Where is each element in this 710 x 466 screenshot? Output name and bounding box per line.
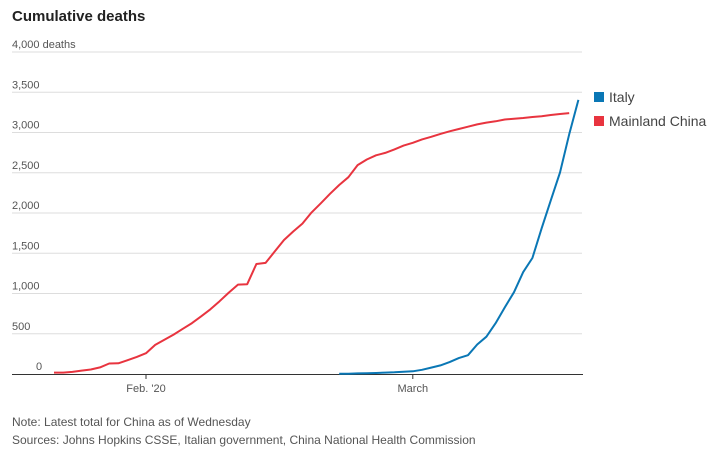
x-tick-label: March <box>398 383 429 395</box>
legend-swatch-italy <box>594 92 604 102</box>
y-tick-label: 2,500 <box>12 160 40 172</box>
series-line-mainland-china <box>54 112 570 374</box>
chart-title: Cumulative deaths <box>12 8 146 25</box>
y-tick-label: 1,500 <box>12 240 40 252</box>
y-tick-label: 4,000 deaths <box>12 39 76 51</box>
legend-item-china: Mainland China <box>594 113 706 129</box>
series-line-italy <box>339 99 580 375</box>
y-tick-label: 0 <box>36 361 42 373</box>
y-tick-label: 3,000 <box>12 120 40 132</box>
legend-label-italy: Italy <box>609 89 635 105</box>
legend-label-china: Mainland China <box>609 113 707 129</box>
legend-item-italy: Italy <box>594 89 635 105</box>
y-tick-label: 2,000 <box>12 200 40 212</box>
chart-note: Note: Latest total for China as of Wedne… <box>12 415 251 429</box>
y-tick-label: 500 <box>12 321 30 333</box>
y-tick-label: 3,500 <box>12 79 40 91</box>
x-tick-label: Feb. '20 <box>126 383 165 395</box>
legend-swatch-china <box>594 116 604 126</box>
y-tick-label: 1,000 <box>12 281 40 293</box>
chart-sources: Sources: Johns Hopkins CSSE, Italian gov… <box>12 433 476 447</box>
